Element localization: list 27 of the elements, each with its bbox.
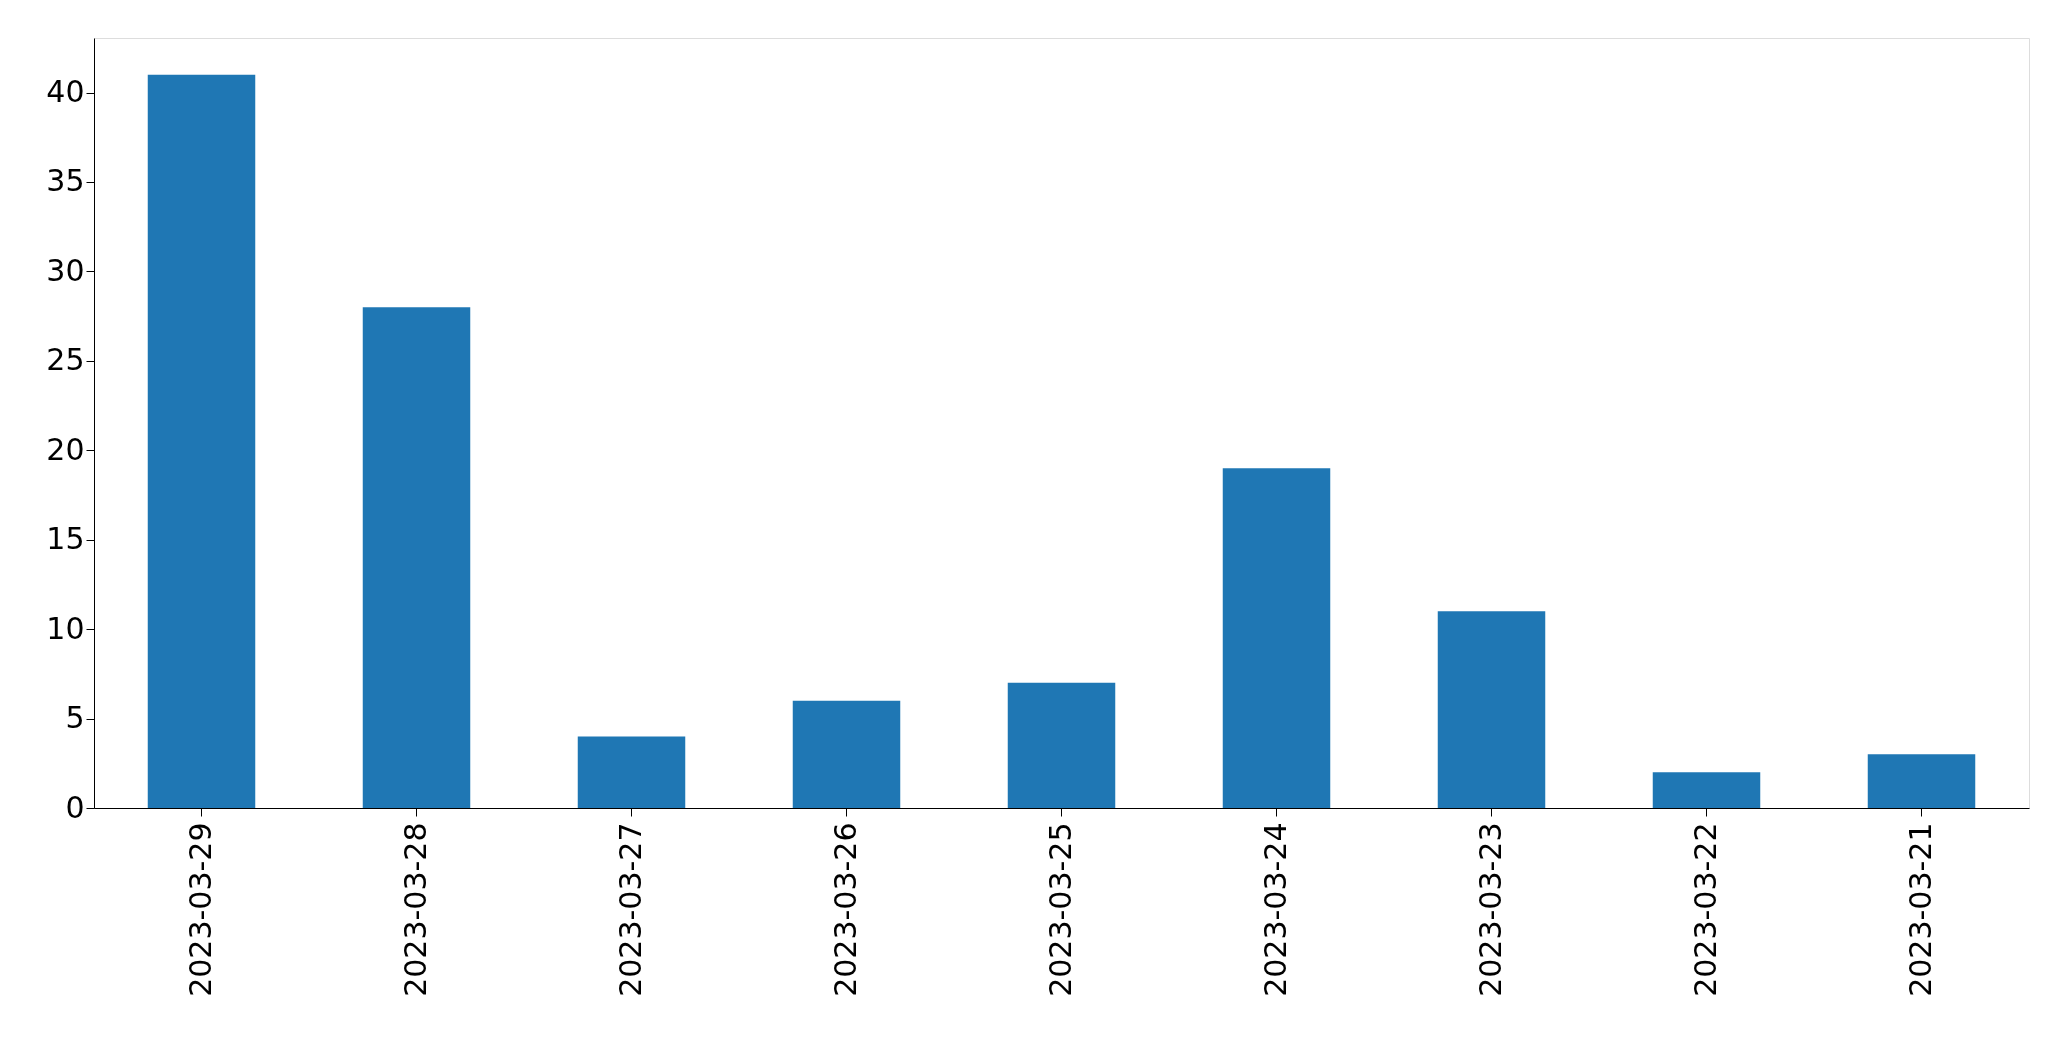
bar bbox=[1222, 468, 1331, 808]
y-tick-label: 5 bbox=[65, 700, 85, 736]
x-tick-label: 2023-03-27 bbox=[612, 822, 648, 997]
x-tick-label: 2023-03-24 bbox=[1257, 822, 1293, 997]
y-tick-label: 0 bbox=[65, 789, 85, 825]
x-tick-label: 2023-03-25 bbox=[1042, 822, 1078, 997]
bar bbox=[1007, 682, 1116, 808]
y-tick-label: 15 bbox=[46, 521, 85, 557]
y-tick-label: 35 bbox=[46, 163, 85, 199]
y-tick-label: 10 bbox=[46, 610, 85, 646]
bar bbox=[1437, 611, 1546, 808]
bar bbox=[362, 307, 471, 808]
bar bbox=[577, 736, 686, 808]
bar bbox=[1652, 772, 1761, 808]
y-tick-label: 30 bbox=[46, 252, 85, 288]
bar bbox=[792, 700, 901, 808]
x-tick-label: 2023-03-21 bbox=[1902, 822, 1938, 997]
y-tick-label: 40 bbox=[46, 74, 85, 110]
x-tick-label: 2023-03-26 bbox=[827, 822, 863, 997]
y-tick-label: 20 bbox=[46, 431, 85, 467]
x-tick-label: 2023-03-28 bbox=[397, 822, 433, 997]
bar bbox=[1867, 754, 1976, 808]
x-tick-label: 2023-03-23 bbox=[1472, 822, 1508, 997]
x-tick-label: 2023-03-22 bbox=[1687, 822, 1723, 997]
y-tick-label: 25 bbox=[46, 342, 85, 378]
bar bbox=[147, 74, 256, 808]
x-tick-label: 2023-03-29 bbox=[182, 822, 218, 997]
